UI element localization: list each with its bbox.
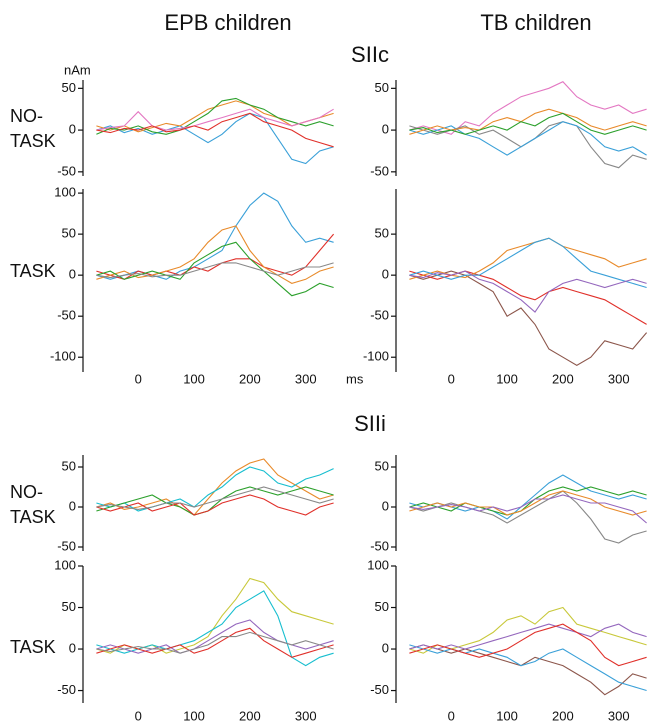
trace xyxy=(96,627,334,658)
trace xyxy=(409,494,647,524)
trace xyxy=(409,270,648,367)
trace xyxy=(409,112,647,135)
trace xyxy=(409,270,647,325)
y-tick-label: 100 xyxy=(367,557,389,572)
x-tick-label: 200 xyxy=(239,708,261,723)
y-tick-label: 50 xyxy=(62,226,76,241)
trace xyxy=(96,100,334,133)
y-tick-label: -50 xyxy=(370,308,389,323)
x-tick-label: 200 xyxy=(239,371,261,386)
y-tick-label: -100 xyxy=(50,349,76,364)
trace xyxy=(409,237,647,280)
y-tick-label: 50 xyxy=(375,599,389,614)
y-tick-label: 50 xyxy=(62,458,76,473)
y-tick-label: -50 xyxy=(370,163,389,178)
y-tick-label: -50 xyxy=(57,308,76,323)
y-tick-label: 50 xyxy=(375,80,389,95)
x-tick-label: 200 xyxy=(552,371,574,386)
trace xyxy=(409,644,647,692)
trace xyxy=(409,270,647,313)
trace xyxy=(96,97,334,135)
trace xyxy=(96,590,334,667)
y-tick-label: -100 xyxy=(363,349,389,364)
trace xyxy=(96,192,334,280)
x-tick-label: 0 xyxy=(135,371,142,386)
y-tick-label: -50 xyxy=(57,163,76,178)
trace xyxy=(96,112,334,148)
x-tick-label: 100 xyxy=(496,371,518,386)
x-tick-label: 0 xyxy=(448,708,455,723)
trace xyxy=(96,631,334,654)
trace xyxy=(409,121,647,156)
trace xyxy=(409,474,647,520)
y-tick-label: 0 xyxy=(382,122,389,137)
row-label: TASK xyxy=(10,131,56,151)
trace xyxy=(409,623,647,650)
trace xyxy=(409,486,647,516)
trace xyxy=(409,623,647,667)
x-tick-label: 100 xyxy=(496,708,518,723)
y-unit: nAm xyxy=(64,62,91,77)
y-tick-label: 50 xyxy=(62,599,76,614)
y-tick-label: -50 xyxy=(57,682,76,697)
row-label: NO- xyxy=(10,482,43,502)
trace xyxy=(96,225,334,284)
trace xyxy=(96,108,334,131)
section-title: SIIc xyxy=(351,42,389,67)
y-tick-label: 100 xyxy=(54,557,76,572)
y-tick-label: 0 xyxy=(69,498,76,513)
x-tick-label: 100 xyxy=(183,708,205,723)
section-title: SIIi xyxy=(354,411,386,436)
column-title: TB children xyxy=(480,10,591,35)
trace xyxy=(96,494,334,516)
x-tick-label: 0 xyxy=(135,708,142,723)
trace xyxy=(96,112,334,165)
trace xyxy=(96,577,334,654)
trace xyxy=(409,237,647,289)
trace xyxy=(96,233,335,280)
y-tick-label: 50 xyxy=(62,80,76,95)
trace xyxy=(96,262,334,279)
trace xyxy=(409,490,647,544)
x-tick-label: 200 xyxy=(552,708,574,723)
trace xyxy=(96,486,334,516)
row-label: NO- xyxy=(10,106,43,126)
y-tick-label: 0 xyxy=(69,122,76,137)
trace xyxy=(409,108,647,135)
row-label: TASK xyxy=(10,507,56,527)
trace xyxy=(96,619,334,654)
y-tick-label: 100 xyxy=(54,185,76,200)
x-tick-label: 100 xyxy=(183,371,205,386)
x-unit: ms xyxy=(346,371,364,386)
y-tick-label: 0 xyxy=(382,640,389,655)
trace xyxy=(409,644,647,696)
y-tick-label: -50 xyxy=(370,682,389,697)
y-tick-label: 50 xyxy=(375,226,389,241)
row-label: TASK xyxy=(10,261,56,281)
x-tick-label: 300 xyxy=(295,371,317,386)
trace xyxy=(96,486,334,510)
x-tick-label: 300 xyxy=(608,708,630,723)
x-tick-label: 300 xyxy=(608,371,630,386)
trace xyxy=(409,490,647,516)
x-tick-label: 0 xyxy=(448,371,455,386)
y-tick-label: -50 xyxy=(57,538,76,553)
row-label: TASK xyxy=(10,637,56,657)
column-title: EPB children xyxy=(164,10,291,35)
y-tick-label: 0 xyxy=(69,640,76,655)
y-tick-label: 0 xyxy=(382,498,389,513)
trace xyxy=(96,241,334,297)
y-tick-label: 0 xyxy=(382,267,389,282)
x-tick-label: 300 xyxy=(295,708,317,723)
y-tick-label: 0 xyxy=(69,267,76,282)
trace xyxy=(409,81,647,135)
y-tick-label: -50 xyxy=(370,538,389,553)
y-tick-label: 50 xyxy=(375,458,389,473)
trace xyxy=(96,466,334,512)
